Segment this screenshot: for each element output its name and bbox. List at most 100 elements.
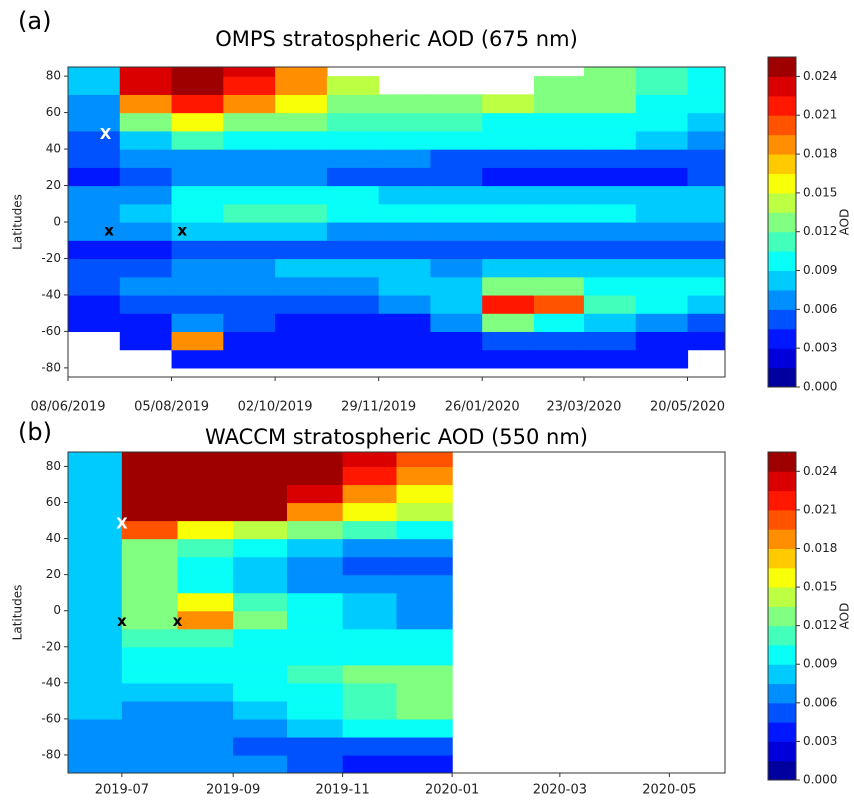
- heatmap-cell: [430, 222, 483, 241]
- heatmap-cell: [583, 130, 637, 150]
- heatmap-cell: [287, 574, 344, 594]
- heatmap-cell: [430, 258, 483, 278]
- heatmap-cell: [687, 258, 725, 278]
- heatmap-cell: [177, 682, 234, 702]
- heatmap-cell: [68, 167, 121, 187]
- heatmap-cell: [68, 700, 123, 720]
- heatmap-cell: [171, 185, 224, 205]
- colorbar-tick-label: 0.000: [803, 773, 837, 787]
- heatmap-cell: [171, 258, 224, 278]
- y-tick-label: 80: [46, 69, 61, 83]
- heatmap-cell: [275, 94, 328, 114]
- heatmap-cell: [287, 452, 344, 468]
- heatmap-cell: [326, 76, 380, 95]
- heatmap-cell: [583, 112, 637, 132]
- heatmap-cell: [121, 592, 179, 612]
- heatmap-cell: [275, 294, 328, 314]
- heatmap-cell: [177, 574, 234, 594]
- heatmap-cell: [482, 149, 535, 168]
- heatmap-cell: [533, 313, 585, 333]
- heatmap-cell: [287, 610, 344, 630]
- x-tick-label: 2019-07: [95, 783, 149, 798]
- heatmap-cell: [378, 294, 432, 314]
- heatmap-cell: [378, 167, 432, 187]
- heatmap-cell: [430, 276, 483, 296]
- heatmap-cell: [121, 664, 179, 684]
- heatmap-cell: [533, 112, 585, 132]
- heatmap-cell: [68, 484, 123, 504]
- heatmap-cell: [635, 331, 689, 351]
- chart-title: WACCM stratospheric AOD (550 nm): [205, 425, 588, 449]
- x-tick-label: 2020-03: [533, 783, 587, 798]
- annotation: X: [116, 515, 128, 533]
- heatmap-cell: [430, 149, 483, 168]
- heatmap-cell: [342, 538, 398, 558]
- heatmap-cell: [68, 222, 121, 241]
- colorbar-band: [768, 529, 796, 549]
- heatmap-cell: [533, 331, 585, 351]
- heatmap-cell: [233, 452, 288, 468]
- heatmap-cell: [635, 149, 689, 168]
- colorbar-band: [768, 231, 796, 252]
- heatmap-cell: [223, 94, 276, 114]
- colorbar-tick-label: 0.003: [803, 341, 837, 355]
- heatmap-cell: [326, 258, 380, 278]
- heatmap-cell: [68, 646, 123, 666]
- heatmap-cell: [287, 556, 344, 576]
- heatmap-cell: [287, 718, 344, 738]
- heatmap-cell: [119, 203, 173, 223]
- heatmap-cell: [171, 222, 224, 241]
- heatmap-cell: [68, 76, 121, 95]
- heatmap-cell: [482, 349, 535, 369]
- heatmap-cell: [378, 203, 432, 223]
- x-tick-label: 26/01/2020: [445, 400, 520, 415]
- heatmap-cell: [396, 484, 453, 504]
- heatmap-cell: [68, 240, 121, 260]
- colorbar-band: [768, 76, 796, 97]
- heatmap-cell: [177, 610, 234, 630]
- colorbar-tick-label: 0.006: [803, 302, 837, 316]
- heatmap-cell: [583, 76, 637, 95]
- heatmap-cell: [275, 258, 328, 278]
- heatmap-cell: [287, 502, 344, 522]
- heatmap-cell: [583, 94, 637, 114]
- heatmap-cell: [223, 222, 276, 241]
- y-tick-label: 60: [46, 495, 61, 509]
- panel-label: (a): [18, 7, 51, 35]
- y-axis-label: Latitudes: [11, 585, 25, 641]
- heatmap-cell: [121, 452, 179, 468]
- heatmap-cell: [223, 331, 276, 351]
- colorbar-band: [768, 722, 796, 742]
- heatmap-cell: [177, 502, 234, 522]
- heatmap-cell: [119, 331, 173, 351]
- heatmap-cell: [68, 736, 123, 756]
- heatmap-cell: [396, 682, 453, 702]
- heatmap-cell: [635, 349, 689, 369]
- colorbar-band: [768, 548, 796, 569]
- heatmap-cell: [326, 130, 380, 150]
- heatmap-cell: [482, 203, 535, 223]
- heatmap-cell: [396, 700, 453, 720]
- colorbar-tick-label: 0.024: [803, 464, 837, 478]
- heatmap-cell: [223, 240, 276, 260]
- heatmap-cell: [119, 313, 173, 333]
- x-tick-label: 2020-05: [642, 783, 696, 798]
- heatmap-cell: [68, 628, 123, 648]
- heatmap-cell: [396, 556, 453, 576]
- colorbar-frame: [767, 451, 797, 781]
- heatmap-cells: [68, 452, 453, 773]
- colorbar-band: [768, 471, 796, 492]
- heatmap-cell: [275, 203, 328, 223]
- heatmap-cell: [635, 112, 689, 132]
- annotation: x: [117, 612, 127, 630]
- heatmap-cell: [177, 700, 234, 720]
- heatmap-cell: [171, 349, 224, 369]
- heatmap-cell: [342, 556, 398, 576]
- colorbar-band: [768, 741, 796, 762]
- heatmap-cell: [482, 112, 535, 132]
- heatmap-cell: [533, 76, 585, 95]
- heatmap-cell: [687, 203, 725, 223]
- heatmap-cell: [378, 112, 432, 132]
- colorbar-band: [768, 192, 796, 213]
